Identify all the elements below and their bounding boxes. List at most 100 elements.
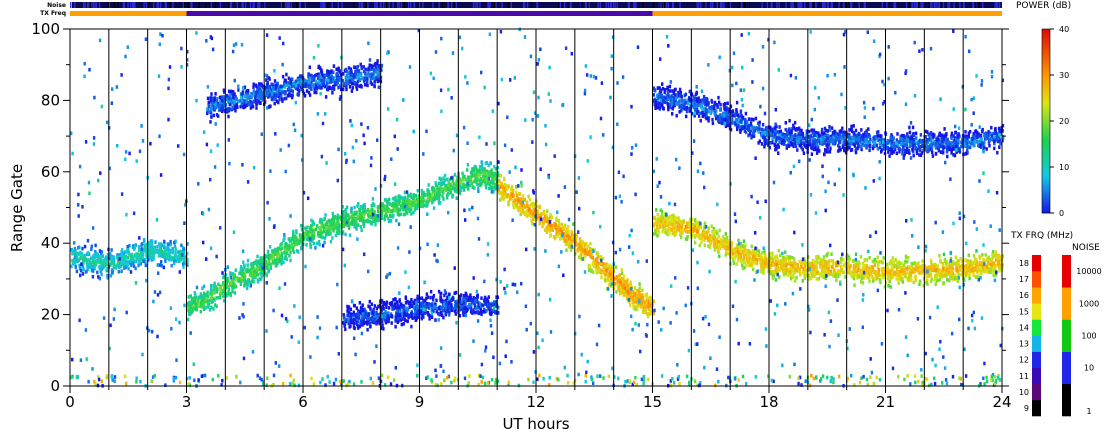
scatter-cell (179, 256, 182, 261)
scatter-cell (553, 235, 556, 239)
scatter-cell (396, 206, 399, 211)
scatter-cell (760, 264, 763, 269)
scatter-cell (439, 177, 443, 182)
scatter-cell (495, 177, 498, 182)
noise-strip-mark (791, 2, 793, 8)
scatter-cell (411, 302, 414, 306)
scatter-cell (309, 230, 313, 234)
scatter-cell (851, 275, 854, 279)
scatter-cell (917, 269, 920, 274)
scatter-cell (124, 259, 128, 264)
scatter-cell (793, 270, 796, 274)
scatter-cell (351, 217, 354, 221)
noise-strip-marks (70, 2, 1001, 8)
scatter-cell (517, 198, 520, 203)
scatter-cell (530, 202, 533, 207)
scatter-cell (381, 203, 384, 208)
scatter-cell (187, 302, 190, 307)
scatter-cell (976, 275, 979, 279)
noise-strip-mark (597, 2, 599, 8)
scatter-cell (233, 291, 237, 295)
scatter-cell (462, 188, 466, 192)
scatter-cell (490, 170, 493, 175)
scatter-cell (767, 269, 770, 273)
scatter-cell (998, 265, 1001, 269)
scatter-cell (542, 211, 546, 215)
scatter-cell (606, 266, 610, 271)
noise-strip-mark (479, 2, 481, 8)
scatter-cell (164, 259, 167, 263)
scatter-cell (322, 225, 326, 230)
scatter-cell (545, 230, 549, 234)
scatter-cell (260, 261, 263, 265)
scatter-cell (852, 267, 856, 271)
scatter-cell (219, 292, 222, 296)
scatter-cell (660, 209, 664, 214)
scatter-cell (890, 265, 894, 270)
scatter-cell (779, 259, 782, 263)
noise-strip-mark (219, 2, 222, 8)
scatter-cell (196, 298, 200, 303)
scatter-cell (861, 274, 864, 278)
scatter-cell (243, 275, 247, 279)
scatter-cell (212, 307, 215, 311)
scatter-cell (967, 262, 970, 266)
scatter-cell (201, 286, 204, 291)
scatter-cell (759, 259, 762, 264)
noise-strip-mark (628, 2, 630, 8)
scatter-cell (879, 280, 882, 285)
noise-strip-mark (564, 2, 566, 8)
scatter-cell (703, 243, 706, 248)
scatter-cell (878, 273, 881, 277)
scatter-cell (241, 273, 244, 278)
scatter-cell (894, 258, 897, 262)
scatter-cell (493, 176, 496, 181)
scatter-cell (83, 254, 87, 258)
scatter-cell (941, 262, 944, 266)
scatter-cell (464, 177, 467, 182)
noise-strip-mark (999, 2, 1001, 8)
noise-strip-mark (526, 2, 529, 8)
scatter-cell (938, 253, 941, 258)
scatter-cell (101, 254, 104, 258)
scatter-cell (882, 275, 885, 280)
scatter-cell (447, 181, 450, 186)
noise-strip-mark (558, 2, 560, 8)
scatter-cell (283, 251, 286, 255)
scatter-cell (459, 296, 462, 301)
noise-strip-mark (258, 2, 260, 8)
scatter-cell (76, 257, 79, 261)
scatter-cell (329, 239, 333, 244)
scatter-cell (448, 188, 451, 192)
noise-strip-mark (290, 2, 293, 8)
scatter-cell (546, 227, 550, 232)
scatter-cell (110, 268, 114, 272)
scatter-cell (865, 258, 868, 262)
scatter-cell (748, 256, 752, 261)
scatter-cell (658, 218, 661, 222)
scatter-cell (160, 264, 164, 268)
scatter-cell (227, 289, 230, 294)
scatter-cell (816, 271, 819, 275)
scatter-cell (596, 254, 600, 259)
scatter-cell (501, 189, 505, 194)
scatter-cell (856, 263, 859, 267)
scatter-cell (144, 263, 147, 268)
noise-strip-mark (361, 2, 364, 8)
scatter-cell (525, 200, 528, 204)
scatter-cell (490, 187, 494, 191)
scatter-cell (96, 270, 99, 275)
scatter-cell (802, 271, 806, 275)
scatter-cell (133, 259, 136, 264)
scatter-cell (189, 294, 192, 298)
scatter-cell (321, 235, 325, 240)
noise-strip-mark (132, 2, 134, 8)
scatter-cell (768, 251, 772, 256)
scatter-cell (821, 259, 824, 263)
scatter-cell (150, 257, 154, 262)
noise-strip-mark (153, 2, 155, 8)
scatter-cell (968, 268, 971, 272)
noise-strip-mark (491, 2, 493, 8)
scatter-cell (110, 258, 113, 263)
scatter-cell (970, 268, 973, 272)
